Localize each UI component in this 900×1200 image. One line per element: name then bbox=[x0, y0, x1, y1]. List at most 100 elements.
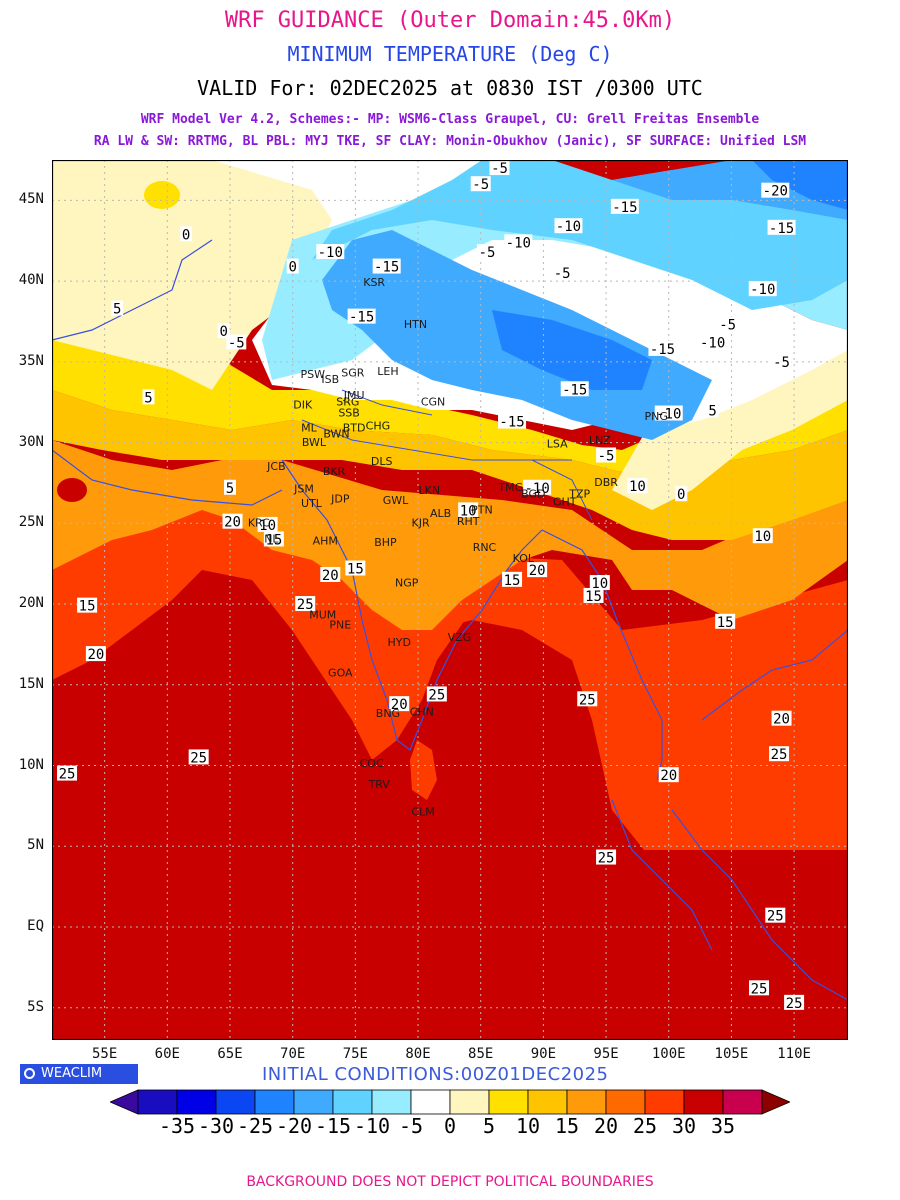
svg-text:-20: -20 bbox=[763, 184, 788, 200]
lat-label: EQ bbox=[27, 917, 44, 934]
station-label: LEH bbox=[377, 365, 398, 378]
colorbar-box bbox=[371, 1089, 412, 1115]
colorbar-box bbox=[254, 1089, 295, 1115]
station-label: JDP bbox=[330, 492, 350, 505]
contour-label: -15 bbox=[767, 219, 796, 237]
station-label: VZG bbox=[448, 631, 472, 644]
svg-text:20: 20 bbox=[660, 768, 677, 784]
colorbar-box bbox=[488, 1089, 529, 1115]
svg-text:-5: -5 bbox=[472, 177, 489, 193]
colorbar-box bbox=[605, 1089, 646, 1115]
contour-label: 20 bbox=[222, 513, 243, 531]
station-label: ISB bbox=[321, 373, 339, 386]
initial-conditions: INITIAL CONDITIONS:00Z01DEC2025 bbox=[262, 1064, 609, 1085]
station-label: BWN bbox=[323, 428, 349, 441]
map-title: WRF GUIDANCE (Outer Domain:45.0Km) bbox=[224, 8, 676, 33]
contour-label: 25 bbox=[577, 691, 598, 708]
station-label: BNG bbox=[376, 707, 400, 720]
colorbar-label: 20 bbox=[593, 1114, 619, 1138]
svg-text:-10: -10 bbox=[318, 245, 343, 261]
colorbar-label: 30 bbox=[671, 1114, 697, 1138]
contour-label: 5 bbox=[111, 300, 124, 318]
contour-label: 20 bbox=[85, 646, 106, 663]
svg-text:15: 15 bbox=[717, 615, 734, 631]
svg-text:15: 15 bbox=[504, 573, 521, 589]
lon-label: 105E bbox=[714, 1046, 749, 1062]
logo-text: WEACLIM bbox=[41, 1066, 103, 1081]
valid-time: VALID For: 02DEC2025 at 0830 IST /0300 U… bbox=[197, 76, 703, 100]
station-label: LKN bbox=[419, 484, 441, 497]
model-info-line-1: WRF Model Ver 4.2, Schemes:- MP: WSM6-Cl… bbox=[140, 112, 760, 127]
lat-label: 25N bbox=[18, 514, 44, 531]
band-15-20 bbox=[52, 440, 848, 630]
contour-label: 5 bbox=[142, 389, 155, 406]
station-label: NL bbox=[264, 533, 279, 546]
station-label: ALB bbox=[430, 507, 451, 520]
contour-label: -15 bbox=[610, 198, 639, 216]
svg-text:25: 25 bbox=[428, 687, 445, 703]
lat-label: 40N bbox=[18, 272, 44, 289]
colorbar-under-arrow bbox=[110, 1089, 139, 1115]
colorbar-box bbox=[644, 1089, 685, 1115]
cool-spot-nw bbox=[144, 181, 180, 209]
station-label: CGN bbox=[421, 395, 445, 408]
contour-label: -5 bbox=[771, 353, 792, 371]
svg-text:25: 25 bbox=[59, 767, 76, 783]
lon-label: 75E bbox=[342, 1046, 368, 1062]
svg-text:5: 5 bbox=[113, 302, 121, 318]
svg-text:25: 25 bbox=[771, 747, 788, 763]
contour-label: 20 bbox=[320, 566, 341, 584]
svg-text:-15: -15 bbox=[769, 221, 794, 237]
contour-label: 15 bbox=[77, 597, 98, 615]
station-label: CHN bbox=[410, 705, 434, 718]
station-label: MUM bbox=[309, 609, 336, 622]
colorbar-label: -20 bbox=[275, 1114, 313, 1138]
station-label: DLS bbox=[371, 455, 393, 468]
svg-text:5: 5 bbox=[708, 403, 716, 419]
contour-label: 20 bbox=[771, 710, 792, 728]
map-frame bbox=[52, 160, 848, 1040]
lat-label: 10N bbox=[18, 756, 44, 773]
contour-label: -5 bbox=[717, 316, 738, 334]
svg-text:-10: -10 bbox=[556, 219, 581, 235]
colorbar-label: 10 bbox=[515, 1114, 541, 1138]
contour-label: -5 bbox=[226, 334, 247, 351]
contour-label: 25 bbox=[426, 686, 447, 703]
weaclim-logo: WEACLIM bbox=[20, 1064, 138, 1084]
svg-text:-15: -15 bbox=[349, 310, 374, 326]
colorbar-over-arrow bbox=[761, 1089, 790, 1115]
contour-labels: -20-15-15-10-10-10 -5-5-5-5-15-15-10-5-10… bbox=[57, 160, 805, 1012]
svg-text:-5: -5 bbox=[598, 448, 615, 464]
contour-label: 5 bbox=[224, 479, 237, 497]
contour-label: -5 bbox=[470, 176, 491, 193]
station-label: COC bbox=[360, 757, 384, 770]
station-label: PNE bbox=[329, 618, 351, 631]
colorbar-box bbox=[566, 1089, 607, 1115]
station-label: CHG bbox=[366, 420, 390, 433]
contour-label: 0 bbox=[180, 226, 193, 243]
contour-label: 5 bbox=[706, 402, 719, 419]
station-label: KRC bbox=[248, 517, 270, 530]
colorbar bbox=[110, 1089, 790, 1115]
svg-text:25: 25 bbox=[786, 996, 803, 1012]
svg-text:25: 25 bbox=[297, 597, 314, 613]
hot-spot-west bbox=[57, 478, 87, 502]
svg-text:20: 20 bbox=[773, 712, 790, 728]
station-label: KJR bbox=[411, 517, 429, 530]
station-label: NGP bbox=[395, 576, 419, 589]
srilanka bbox=[410, 740, 437, 800]
contour-label: 25 bbox=[596, 849, 617, 867]
contour-label: 25 bbox=[57, 765, 78, 783]
svg-text:20: 20 bbox=[529, 563, 546, 579]
station-label: SGR bbox=[341, 366, 365, 379]
coastlines bbox=[52, 239, 848, 1001]
svg-text:25: 25 bbox=[579, 692, 596, 708]
station-label: GOA bbox=[328, 667, 353, 680]
svg-text:15: 15 bbox=[585, 589, 602, 605]
station-label: JSM bbox=[293, 483, 314, 496]
colorbar-label: -5 bbox=[398, 1114, 424, 1138]
contour-label: 15 bbox=[345, 560, 366, 578]
contour-label: 0 bbox=[286, 258, 299, 276]
lat-label: 15N bbox=[18, 675, 44, 692]
svg-text:10: 10 bbox=[259, 518, 276, 534]
